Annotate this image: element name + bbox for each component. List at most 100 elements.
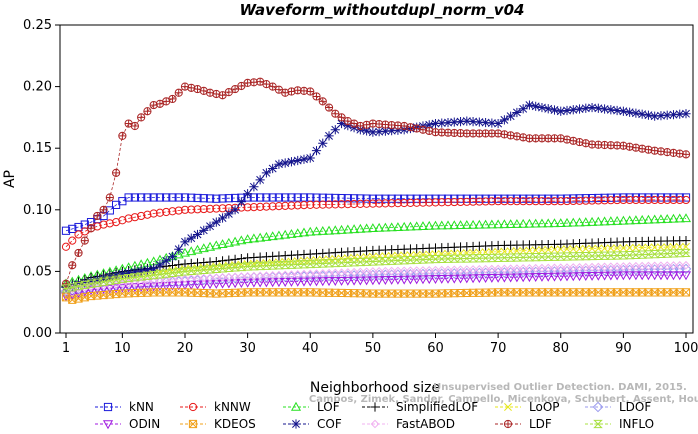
data-point xyxy=(575,244,584,253)
data-point xyxy=(442,274,454,284)
data-point xyxy=(317,226,328,235)
data-point xyxy=(130,193,139,202)
data-point xyxy=(549,105,560,115)
legend-item: LOF xyxy=(283,400,340,414)
data-point xyxy=(230,193,240,203)
legend-marker xyxy=(291,419,301,429)
data-point xyxy=(367,223,378,232)
data-point xyxy=(74,248,83,258)
data-point xyxy=(280,229,291,239)
data-point xyxy=(418,266,428,275)
data-point xyxy=(681,288,691,297)
data-point xyxy=(355,276,366,286)
data-point xyxy=(449,220,460,230)
data-point xyxy=(405,221,416,231)
data-point xyxy=(168,207,177,216)
legend-item: kNNW xyxy=(180,400,251,414)
data-point xyxy=(399,266,409,276)
data-point xyxy=(537,252,547,262)
data-point xyxy=(655,271,667,281)
data-point xyxy=(312,269,321,278)
legend-label: kNNW xyxy=(214,400,251,414)
data-point xyxy=(431,198,440,207)
data-point xyxy=(555,218,566,228)
data-point xyxy=(375,199,384,208)
data-point xyxy=(493,118,503,129)
data-point xyxy=(518,104,528,114)
data-point xyxy=(569,196,578,206)
data-point xyxy=(668,213,679,223)
data-point xyxy=(318,200,327,209)
data-point xyxy=(562,196,572,206)
data-point xyxy=(393,266,403,276)
data-point xyxy=(437,198,446,207)
data-point xyxy=(519,197,528,206)
legend-marker xyxy=(188,419,198,429)
data-point xyxy=(130,273,140,282)
data-point xyxy=(631,108,641,118)
data-point xyxy=(368,257,378,266)
data-point xyxy=(430,220,441,230)
data-point xyxy=(86,281,96,291)
data-point xyxy=(381,194,390,203)
data-point xyxy=(669,261,678,270)
data-point xyxy=(631,243,640,252)
data-point xyxy=(224,263,234,273)
data-point xyxy=(499,253,510,262)
data-point xyxy=(587,262,597,272)
data-point xyxy=(606,251,616,260)
data-point xyxy=(669,195,678,205)
data-point xyxy=(530,273,541,283)
data-point xyxy=(563,245,571,254)
data-point xyxy=(355,223,366,233)
data-point xyxy=(312,92,321,101)
x-axis: 1 10 20 30 40 50 60 70 80 90 100 xyxy=(62,333,698,356)
data-point xyxy=(262,202,271,211)
data-point xyxy=(393,256,403,265)
data-point xyxy=(274,270,284,280)
data-point xyxy=(619,244,628,252)
data-point xyxy=(374,222,385,232)
data-point xyxy=(149,264,159,274)
data-point xyxy=(67,283,78,292)
data-point xyxy=(524,273,535,283)
data-point xyxy=(619,195,628,205)
data-point xyxy=(568,272,579,282)
series-layer xyxy=(60,77,692,304)
data-point xyxy=(493,264,503,274)
data-point xyxy=(662,249,673,258)
data-point xyxy=(468,219,479,229)
data-point xyxy=(137,113,146,122)
data-point xyxy=(580,272,591,282)
data-point xyxy=(155,270,165,279)
data-point xyxy=(268,271,277,280)
y-tick-label: 0.00 xyxy=(23,326,52,341)
data-point xyxy=(199,225,209,235)
data-point xyxy=(162,193,171,202)
data-point xyxy=(593,216,604,226)
data-point xyxy=(180,267,190,276)
data-point xyxy=(631,261,641,271)
data-point xyxy=(137,211,146,221)
legend: kNN kNNW LOF SimplifiedLOF LoOP LDOF ODIN KDEOS… xyxy=(95,400,654,431)
data-point xyxy=(336,118,347,129)
data-point xyxy=(437,194,446,203)
data-point xyxy=(568,105,578,115)
legend-label: LoOP xyxy=(529,400,560,414)
data-point xyxy=(180,205,190,214)
data-point xyxy=(512,253,522,262)
data-point xyxy=(331,109,340,118)
x-tick-label: 40 xyxy=(302,341,319,356)
data-point xyxy=(481,197,490,206)
data-point xyxy=(418,198,428,207)
data-point xyxy=(168,94,177,104)
data-point xyxy=(155,276,165,286)
data-point xyxy=(167,252,178,262)
legend-marker xyxy=(370,419,380,429)
data-point xyxy=(443,117,453,128)
data-point xyxy=(374,127,384,137)
data-point xyxy=(124,193,133,202)
data-point xyxy=(293,193,302,202)
data-point xyxy=(600,262,609,272)
data-point xyxy=(161,256,171,266)
